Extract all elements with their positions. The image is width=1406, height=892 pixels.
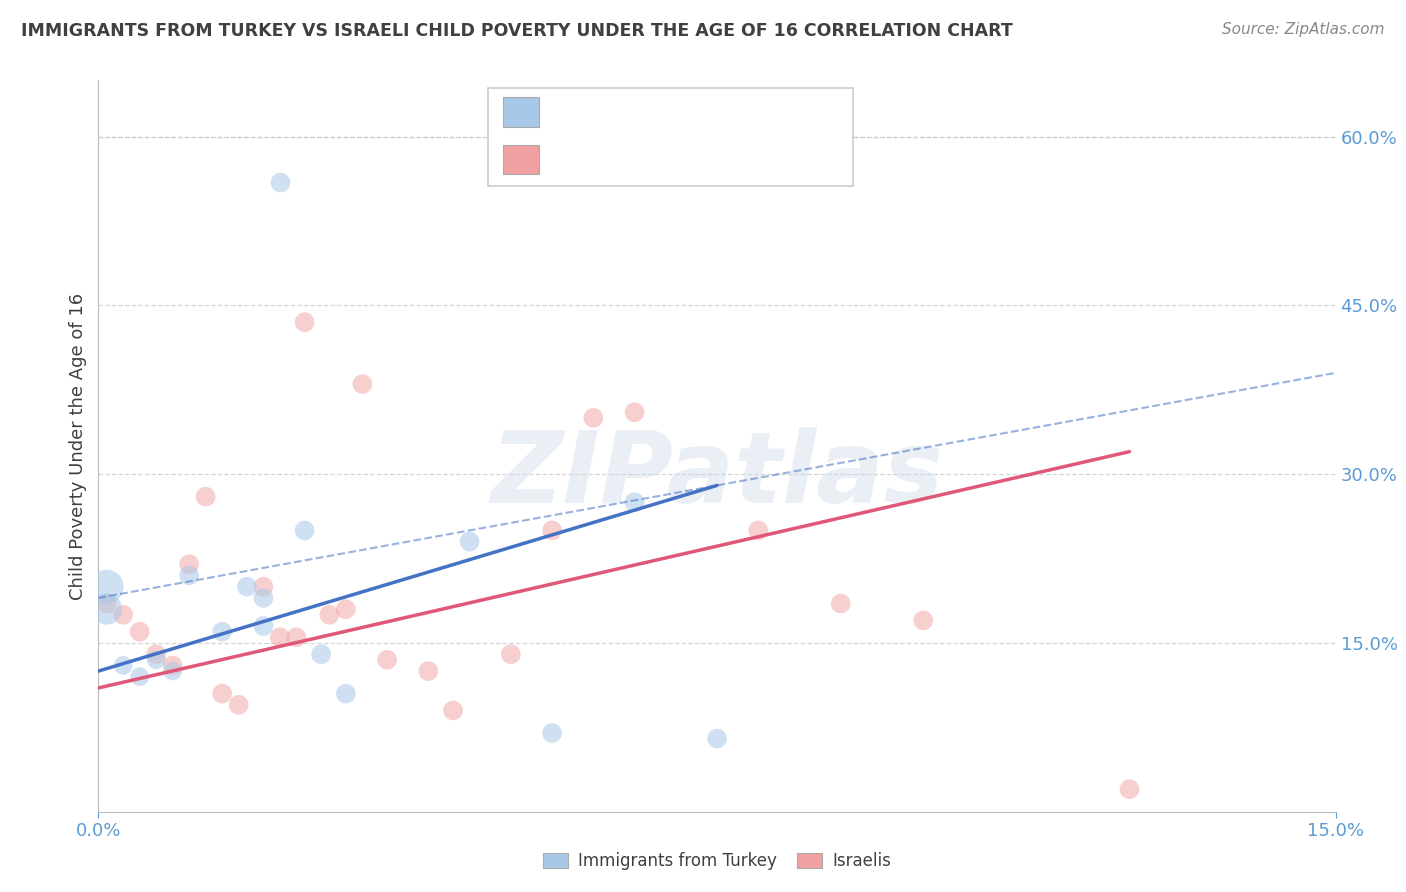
- Point: [236, 580, 259, 594]
- Point: [623, 405, 645, 419]
- Point: [541, 726, 564, 740]
- Point: [228, 698, 250, 712]
- Point: [830, 597, 852, 611]
- Point: [269, 630, 291, 644]
- Point: [706, 731, 728, 746]
- Point: [128, 624, 150, 639]
- Point: [294, 524, 316, 538]
- Point: [441, 703, 464, 717]
- Point: [112, 607, 135, 622]
- Point: [211, 624, 233, 639]
- Text: ZIPatlas: ZIPatlas: [491, 426, 943, 524]
- Text: IMMIGRANTS FROM TURKEY VS ISRAELI CHILD POVERTY UNDER THE AGE OF 16 CORRELATION : IMMIGRANTS FROM TURKEY VS ISRAELI CHILD …: [21, 22, 1012, 40]
- Point: [541, 524, 564, 538]
- Point: [418, 664, 440, 678]
- Point: [499, 647, 522, 661]
- Point: [252, 619, 274, 633]
- Text: Source: ZipAtlas.com: Source: ZipAtlas.com: [1222, 22, 1385, 37]
- Point: [96, 580, 118, 594]
- Point: [318, 607, 340, 622]
- Point: [128, 670, 150, 684]
- Point: [179, 557, 201, 571]
- Point: [112, 658, 135, 673]
- Point: [145, 653, 167, 667]
- Point: [145, 647, 167, 661]
- Point: [352, 377, 374, 392]
- Point: [309, 647, 332, 661]
- Point: [285, 630, 308, 644]
- Point: [162, 658, 184, 673]
- Point: [294, 315, 316, 329]
- Point: [623, 495, 645, 509]
- Point: [194, 490, 217, 504]
- Point: [375, 653, 398, 667]
- Point: [912, 614, 935, 628]
- Point: [1118, 782, 1140, 797]
- Point: [335, 602, 357, 616]
- Point: [269, 175, 291, 189]
- Legend: Immigrants from Turkey, Israelis: Immigrants from Turkey, Israelis: [537, 846, 897, 877]
- Point: [96, 602, 118, 616]
- Point: [335, 687, 357, 701]
- Point: [252, 580, 274, 594]
- Point: [582, 410, 605, 425]
- Point: [179, 568, 201, 582]
- Point: [211, 687, 233, 701]
- Point: [458, 534, 481, 549]
- Point: [96, 597, 118, 611]
- Point: [747, 524, 769, 538]
- Y-axis label: Child Poverty Under the Age of 16: Child Poverty Under the Age of 16: [69, 293, 87, 599]
- Point: [162, 664, 184, 678]
- Point: [252, 591, 274, 605]
